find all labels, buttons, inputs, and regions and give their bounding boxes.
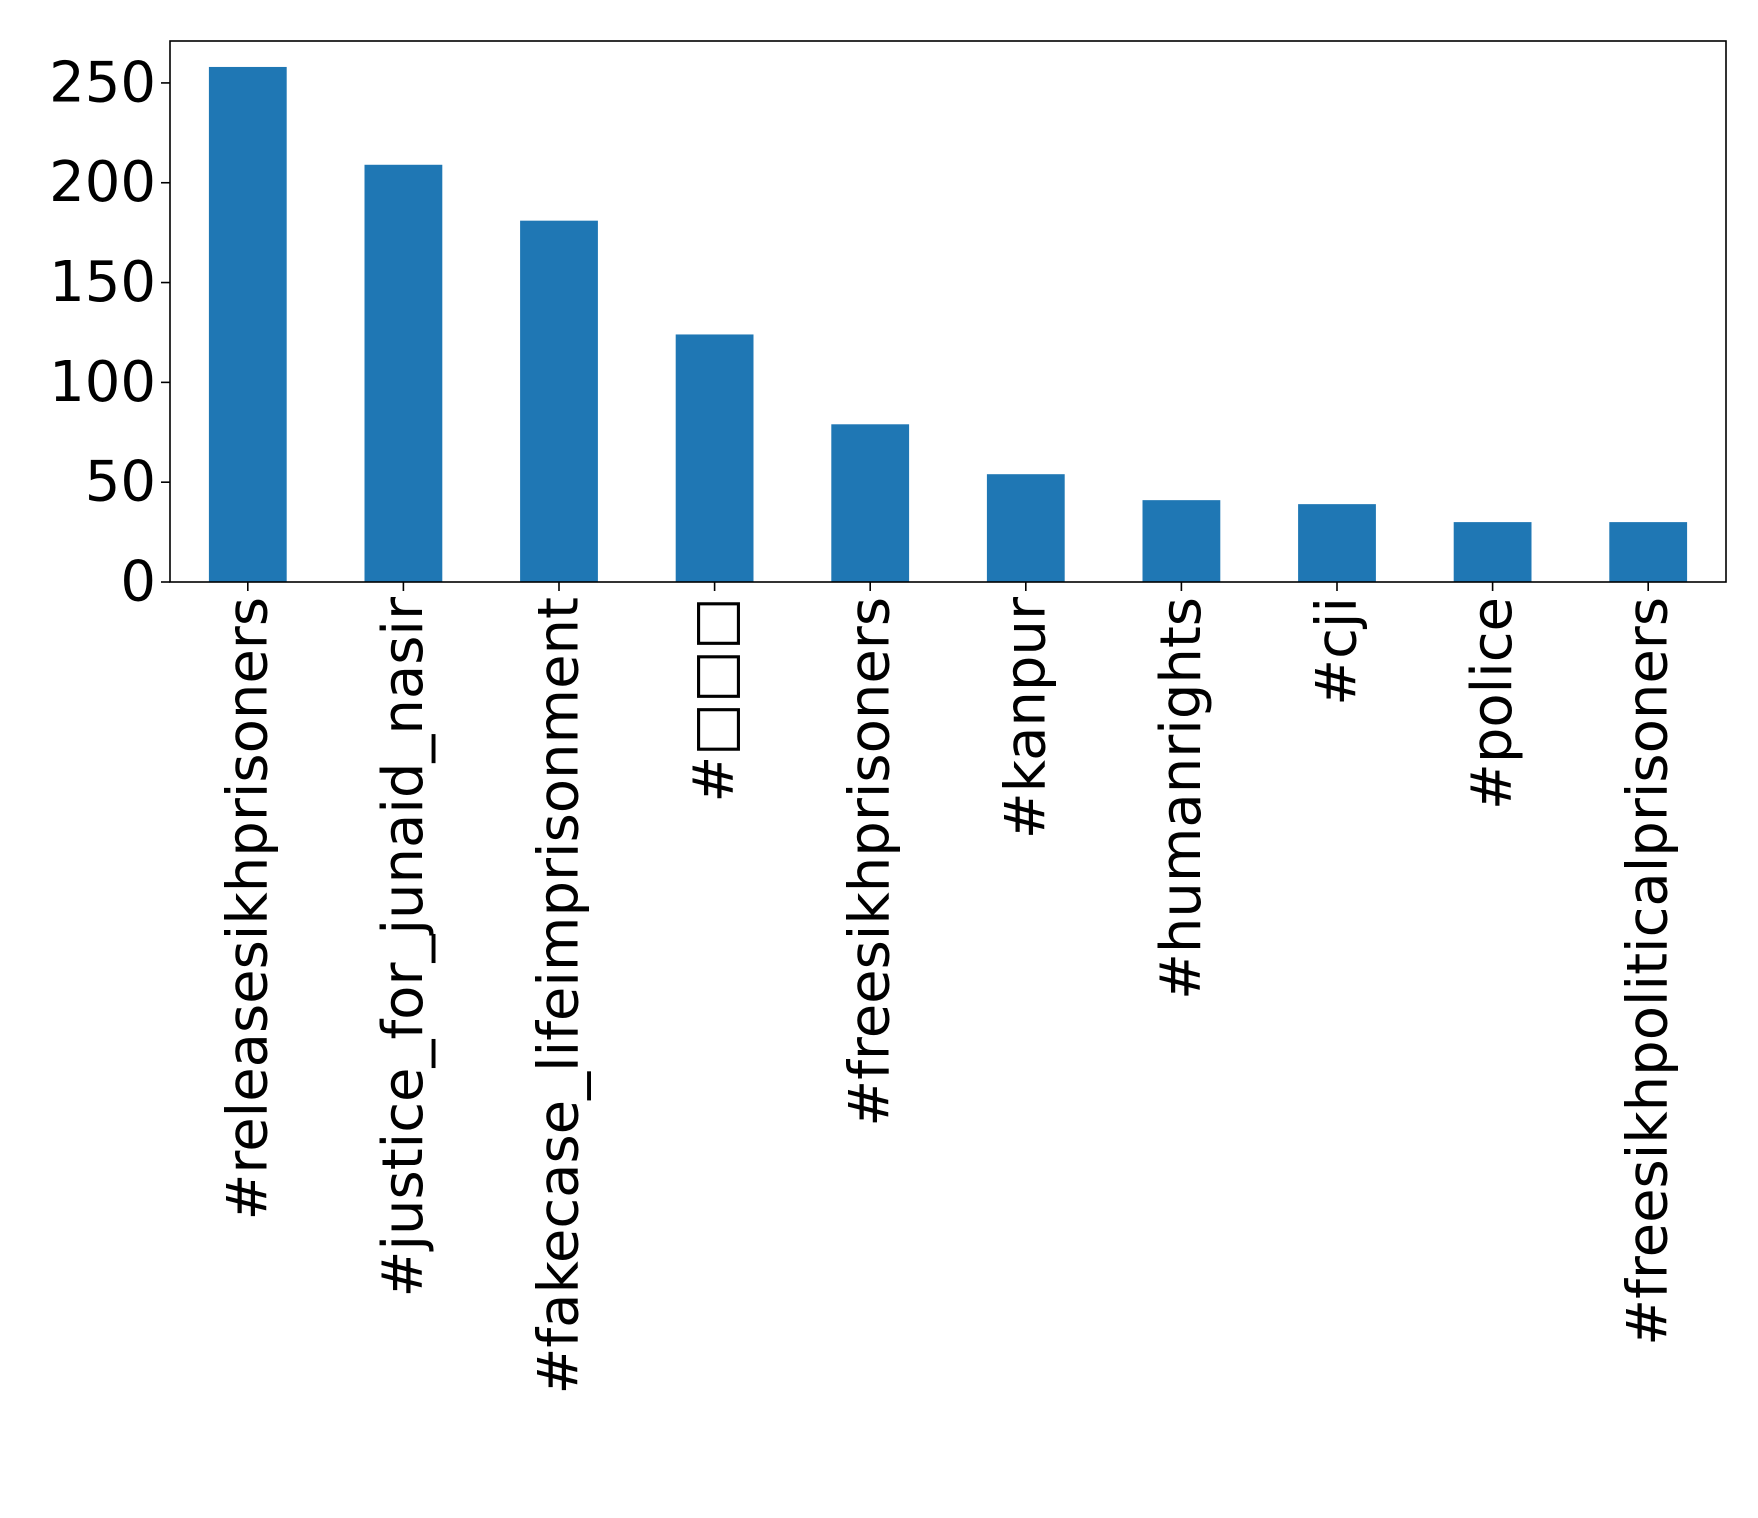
y-axis: 0 50 100 150 200 250 <box>49 50 170 615</box>
y-tick-label: 200 <box>49 150 156 215</box>
y-tick-label: 50 <box>85 450 156 515</box>
bar-3 <box>675 334 754 582</box>
x-tick-label: #freesikhprisoners <box>838 597 903 1127</box>
bar-4 <box>831 424 910 582</box>
x-tick-label: #humanrights <box>1149 597 1214 1000</box>
x-tick-label: #releasesikhprisoners <box>215 597 280 1221</box>
bar-6 <box>1142 500 1221 582</box>
y-tick-label: 250 <box>49 50 156 115</box>
y-tick-label: 100 <box>49 350 156 415</box>
x-tick-label: #kanpur <box>993 596 1058 839</box>
y-tick-label: 0 <box>120 550 156 615</box>
x-tick-label: #freesikhpoliticalprisoners <box>1616 597 1681 1346</box>
bar-7 <box>1298 504 1376 582</box>
x-axis: #releasesikhprisoners #justice_for_junaid… <box>215 582 1681 1394</box>
bars-group <box>208 66 1688 582</box>
x-tick-label: #justice_for_junaid_nasir <box>371 596 436 1297</box>
x-tick-label: #cji <box>1305 597 1370 706</box>
bar-5 <box>986 474 1065 582</box>
bar-9 <box>1609 522 1688 582</box>
x-tick-label: #police <box>1460 597 1525 810</box>
plot-frame <box>169 40 1727 583</box>
bar-8 <box>1453 522 1532 582</box>
x-tick-label: #fakecase_lifeimprisonment <box>527 597 592 1394</box>
bar-1 <box>364 164 443 582</box>
x-tick-label: #□□□ <box>682 597 747 803</box>
y-tick-label: 150 <box>49 250 156 315</box>
bar-2 <box>520 220 598 582</box>
bar-0 <box>208 66 287 582</box>
